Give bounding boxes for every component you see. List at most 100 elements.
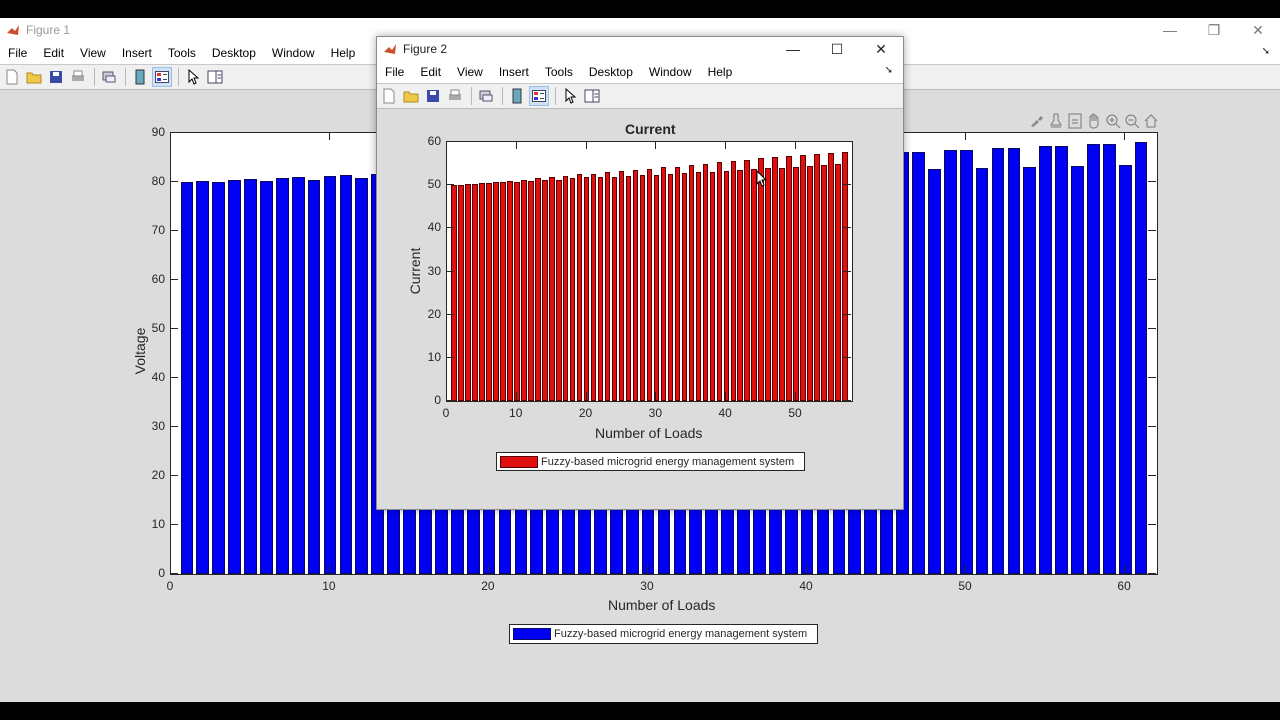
colorbar-icon[interactable] [130,67,150,87]
y-tick-mark [170,475,178,476]
link-plot-icon[interactable] [99,67,119,87]
close-button[interactable]: ✕ [875,40,887,57]
bar [548,177,555,401]
menu-file[interactable]: File [385,65,405,79]
bar [472,183,478,401]
current-plot-area[interactable] [446,141,853,402]
property-editor-icon[interactable] [582,86,602,106]
y-tick-mark [843,270,851,272]
minimize-button[interactable]: — [1163,22,1177,38]
x-tick-label: 30 [640,579,654,593]
menu-insert[interactable]: Insert [498,65,529,79]
menu-insert[interactable]: Insert [121,46,152,60]
menu-edit[interactable]: Edit [420,65,442,79]
y-tick-mark [843,227,851,229]
property-editor-icon[interactable] [205,67,225,87]
x-tick-mark [655,141,657,149]
bar [1007,147,1021,574]
y-tick-label: 50 [427,177,441,192]
menu-window[interactable]: Window [271,46,315,60]
current-legend[interactable]: Fuzzy-based microgrid energy management … [496,452,805,471]
x-tick-label: 10 [322,579,336,593]
bar [912,152,925,574]
restore-button[interactable]: ❐ [1207,21,1221,38]
menu-window[interactable]: Window [648,65,692,79]
y-tick-mark [446,356,454,358]
axes-toolbar [1028,112,1159,129]
y-tick-mark [1148,132,1156,133]
x-tick-mark [446,141,447,149]
legend-icon[interactable] [529,86,549,106]
menu-view[interactable]: View [457,65,483,79]
link-icon[interactable] [1066,112,1083,129]
pan-icon[interactable] [1085,112,1102,129]
bar [730,161,737,401]
new-figure-icon[interactable] [2,67,22,87]
bar [779,167,785,401]
undock-icon[interactable]: ➘ [1261,46,1270,57]
menu-desktop[interactable]: Desktop [588,65,633,79]
figure2-titlebar[interactable]: Figure 2 — ☐ ✕ [377,37,903,61]
maximize-button[interactable]: ☐ [830,40,844,57]
x-tick-mark [806,565,808,573]
menu-tools[interactable]: Tools [544,65,573,79]
home-icon[interactable] [1142,112,1159,129]
bar [180,181,194,574]
open-icon[interactable] [401,86,421,106]
menu-help[interactable]: Help [330,46,356,60]
new-figure-icon[interactable] [379,86,399,106]
legend-label: Fuzzy-based microgrid energy management … [554,628,808,640]
open-icon[interactable] [24,67,44,87]
x-tick-mark [1124,132,1126,140]
menu-edit[interactable]: Edit [43,46,65,60]
save-icon[interactable] [46,67,66,87]
figure1-titlebar[interactable]: Figure 1 — ❐ ✕ [0,18,1280,42]
link-plot-icon[interactable] [476,86,496,106]
x-tick-label: 20 [481,579,495,593]
menu-tools[interactable]: Tools [167,46,196,60]
close-button[interactable]: ✕ [1252,21,1264,38]
menu-desktop[interactable]: Desktop [211,46,256,60]
bar [562,176,569,401]
x-tick-mark [795,392,797,400]
y-tick-mark [170,328,178,329]
voltage-legend[interactable]: Fuzzy-based microgrid energy management … [509,624,818,644]
bar [975,167,989,574]
pointer-icon[interactable] [183,67,203,87]
minimize-button[interactable]: — [786,41,800,57]
zoom-out-icon[interactable] [1123,112,1140,129]
x-tick-mark [170,132,171,140]
print-icon[interactable] [445,86,465,106]
menu-view[interactable]: View [80,46,106,60]
bar [1039,145,1053,574]
save-icon[interactable] [423,86,443,106]
bar [835,164,841,401]
print-icon[interactable] [68,67,88,87]
bar [1134,141,1148,574]
menu-file[interactable]: File [8,46,28,60]
brush-icon[interactable] [1028,112,1045,129]
current-xlabel: Number of Loads [595,425,703,441]
zoom-in-icon[interactable] [1104,112,1121,129]
y-tick-mark [1148,279,1156,280]
undock-icon[interactable]: ➘ [884,65,893,76]
bar [1071,165,1084,574]
bar [632,170,639,401]
y-tick-mark [170,426,178,427]
y-tick-mark [843,184,851,186]
x-tick-label: 60 [1117,579,1131,593]
x-tick-label: 50 [958,579,972,593]
menu-help[interactable]: Help [707,65,733,79]
legend-icon[interactable] [152,67,172,87]
colorbar-icon[interactable] [507,86,527,106]
x-tick-mark [170,565,171,573]
x-tick-mark [725,141,727,149]
y-tick-mark [1148,181,1156,182]
bar [618,170,625,401]
bar [927,168,941,574]
data-cursor-icon[interactable] [1047,112,1064,129]
pointer-icon[interactable] [560,86,580,106]
figure2-window: Figure 2 — ☐ ✕ File Edit View Insert Too… [376,36,904,510]
y-tick-mark [843,356,851,358]
y-tick-label: 20 [151,468,165,482]
